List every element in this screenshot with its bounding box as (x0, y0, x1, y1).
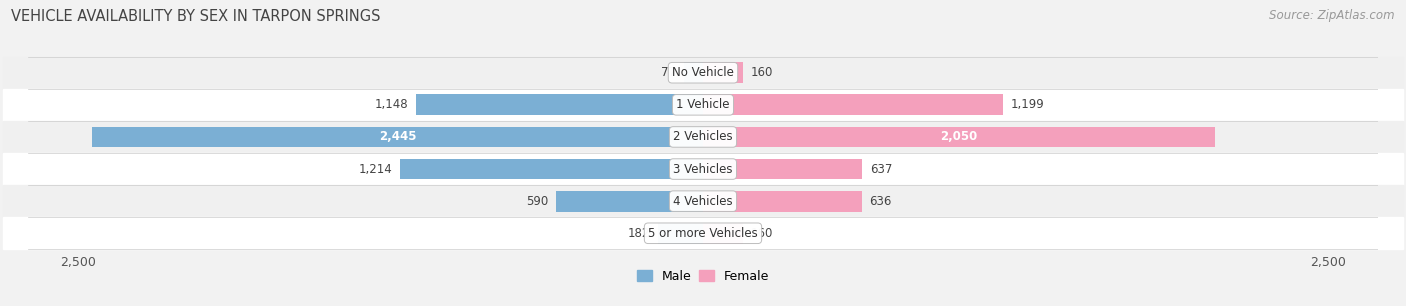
Bar (683, 62, 703, 83)
Bar (703, 223, 742, 244)
Bar (703, 62, 742, 83)
Bar (703, 159, 862, 180)
Bar (3, 153, 1403, 185)
Bar (658, 223, 703, 244)
Bar (3, 121, 1403, 153)
Text: 2,445: 2,445 (378, 130, 416, 144)
Text: 3 Vehicles: 3 Vehicles (673, 162, 733, 176)
Bar (3, 57, 1403, 89)
Text: 1,148: 1,148 (375, 98, 409, 111)
Bar (3, 89, 1403, 121)
Text: 4 Vehicles: 4 Vehicles (673, 195, 733, 208)
Text: 636: 636 (869, 195, 891, 208)
Text: 2,050: 2,050 (941, 130, 977, 144)
Bar (399, 159, 703, 180)
Bar (703, 126, 1215, 147)
Bar (416, 95, 703, 115)
Text: 160: 160 (751, 227, 773, 240)
Text: 5 or more Vehicles: 5 or more Vehicles (648, 227, 758, 240)
Bar (3, 217, 1403, 249)
Bar (703, 95, 1002, 115)
Text: VEHICLE AVAILABILITY BY SEX IN TARPON SPRINGS: VEHICLE AVAILABILITY BY SEX IN TARPON SP… (11, 9, 381, 24)
Legend: Male, Female: Male, Female (631, 265, 775, 288)
Text: Source: ZipAtlas.com: Source: ZipAtlas.com (1270, 9, 1395, 22)
Bar (703, 191, 862, 211)
Text: 2 Vehicles: 2 Vehicles (673, 130, 733, 144)
Text: 1,199: 1,199 (1010, 98, 1043, 111)
Bar (3, 185, 1403, 217)
Text: 590: 590 (526, 195, 548, 208)
Text: No Vehicle: No Vehicle (672, 66, 734, 79)
Text: 1 Vehicle: 1 Vehicle (676, 98, 730, 111)
Bar (555, 191, 703, 211)
Text: 77: 77 (661, 66, 676, 79)
Bar (91, 126, 703, 147)
Text: 182: 182 (627, 227, 650, 240)
Text: 1,214: 1,214 (359, 162, 392, 176)
Text: 637: 637 (870, 162, 891, 176)
Text: 160: 160 (751, 66, 773, 79)
